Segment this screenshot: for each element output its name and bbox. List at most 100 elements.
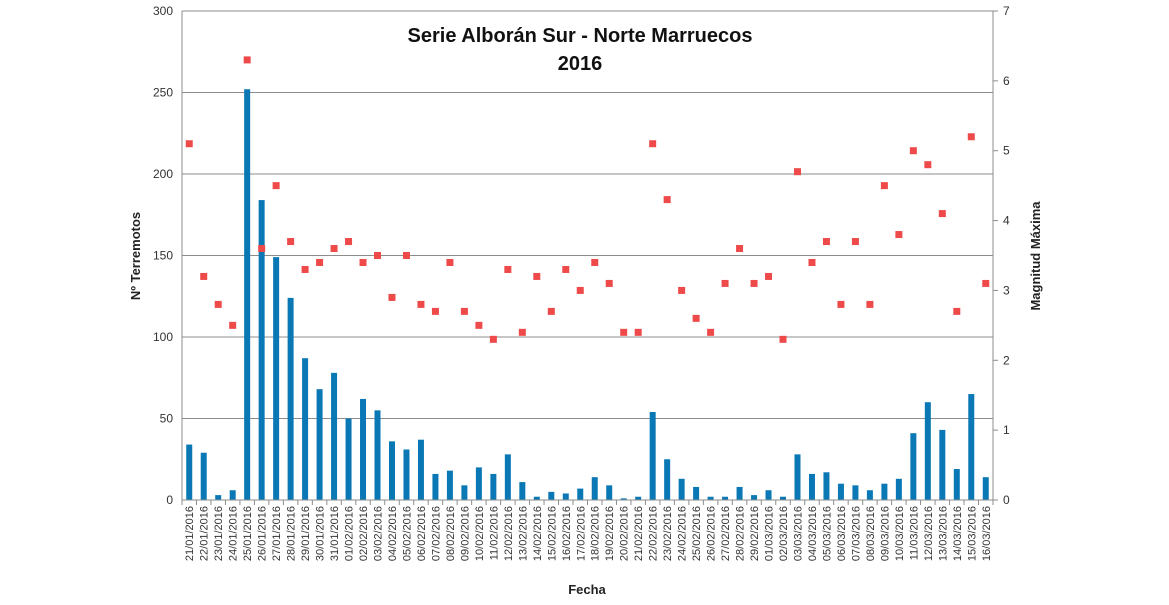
x-tick-label: 10/03/2016 <box>894 506 906 561</box>
bar <box>939 429 946 500</box>
bar <box>736 486 743 500</box>
x-tick-label: 08/03/2016 <box>865 506 877 561</box>
x-tick-label: 02/02/2016 <box>358 506 370 561</box>
magnitude-point <box>793 168 801 176</box>
x-tick-label: 15/03/2016 <box>966 506 978 561</box>
x-tick-label: 08/02/2016 <box>445 506 457 561</box>
y2-tick-label: 2 <box>1003 353 1010 367</box>
x-tick-label: 27/02/2016 <box>720 506 732 561</box>
bar <box>548 491 555 500</box>
bar <box>823 472 830 500</box>
magnitude-point <box>866 300 874 308</box>
y2-tick-label: 0 <box>1003 493 1010 507</box>
bar <box>794 454 801 500</box>
x-tick-label: 07/02/2016 <box>430 506 442 561</box>
x-tick-label: 12/02/2016 <box>503 506 515 561</box>
bar <box>504 454 511 500</box>
x-tick-label: 12/03/2016 <box>923 506 935 561</box>
magnitude-point <box>374 252 382 259</box>
magnitude-point <box>808 258 816 266</box>
bar <box>244 89 251 501</box>
magnitude-point <box>359 258 367 266</box>
bar <box>678 478 685 500</box>
bar <box>751 495 758 500</box>
x-tick-label: 03/02/2016 <box>373 506 385 561</box>
magnitude-point <box>345 238 353 246</box>
bar <box>924 402 931 500</box>
x-tick-label: 29/02/2016 <box>749 506 761 561</box>
x-tick-label: 21/02/2016 <box>633 506 645 561</box>
magnitude-point <box>851 238 859 246</box>
y2-tick-label: 7 <box>1003 4 1010 18</box>
x-tick-label: 23/01/2016 <box>213 506 225 561</box>
bar <box>852 485 859 500</box>
bar <box>982 477 989 500</box>
bar <box>519 482 526 500</box>
bar <box>432 473 439 500</box>
bar <box>562 493 569 500</box>
magnitude-point <box>214 300 222 308</box>
y2-tick-label: 3 <box>1003 283 1010 297</box>
bar <box>635 496 642 500</box>
magnitude-point <box>707 328 715 336</box>
bar <box>229 490 236 500</box>
bar <box>606 485 613 500</box>
bar <box>577 488 584 500</box>
magnitude-point <box>243 56 251 64</box>
magnitude-point <box>953 307 961 315</box>
magnitude-point <box>576 286 584 294</box>
x-tick-label: 31/01/2016 <box>329 506 341 561</box>
x-tick-label: 30/01/2016 <box>315 506 327 561</box>
magnitude-point <box>909 147 917 155</box>
bar <box>910 433 917 500</box>
bar <box>780 496 787 500</box>
magnitude-point <box>301 265 309 273</box>
x-tick-label: 18/02/2016 <box>590 506 602 561</box>
x-tick-label: 01/02/2016 <box>344 506 356 561</box>
bar <box>258 200 265 500</box>
magnitude-point <box>417 300 425 308</box>
bar <box>302 358 309 500</box>
x-tick-label: 28/01/2016 <box>286 506 298 561</box>
bar <box>490 473 497 500</box>
magnitude-point <box>504 265 512 273</box>
y-tick-label: 200 <box>153 167 173 181</box>
y2-axis-title: Magnitud Máxima <box>1028 201 1043 311</box>
bar <box>316 389 323 500</box>
magnitude-point <box>229 321 237 329</box>
magnitude-point <box>272 182 280 190</box>
bar <box>895 478 902 500</box>
x-tick-label: 02/03/2016 <box>778 506 790 561</box>
bar <box>837 483 844 500</box>
x-tick-label: 19/02/2016 <box>604 506 616 561</box>
magnitude-point <box>736 245 744 253</box>
x-tick-label: 13/02/2016 <box>517 506 529 561</box>
x-tick-label: 11/02/2016 <box>488 506 500 560</box>
magnitude-point <box>750 279 758 287</box>
y-tick-label: 0 <box>166 493 173 507</box>
magnitude-point <box>518 328 526 336</box>
magnitude-point <box>837 300 845 308</box>
y2-tick-label: 4 <box>1003 214 1010 228</box>
chart-title: Serie Alborán Sur - Norte Marruecos <box>408 25 753 47</box>
x-tick-label: 14/03/2016 <box>952 506 964 561</box>
magnitude-point <box>779 335 787 343</box>
x-tick-label: 05/03/2016 <box>821 506 833 561</box>
y2-tick-label: 5 <box>1003 144 1010 158</box>
x-tick-label: 20/02/2016 <box>619 506 631 561</box>
x-tick-label: 10/02/2016 <box>474 506 486 561</box>
magnitude-point <box>316 258 324 266</box>
x-tick-label: 14/02/2016 <box>532 506 544 561</box>
y2-tick-label: 1 <box>1003 423 1010 437</box>
x-tick-label: 06/02/2016 <box>416 506 428 561</box>
x-tick-label: 07/03/2016 <box>850 506 862 561</box>
x-tick-label: 09/03/2016 <box>879 506 891 561</box>
x-tick-label: 24/01/2016 <box>228 506 240 561</box>
x-tick-label: 26/01/2016 <box>257 506 269 561</box>
magnitude-point <box>938 210 946 218</box>
magnitude-point <box>692 314 700 322</box>
magnitude-point <box>895 231 903 239</box>
magnitude-point <box>562 265 570 273</box>
bar <box>968 394 975 500</box>
